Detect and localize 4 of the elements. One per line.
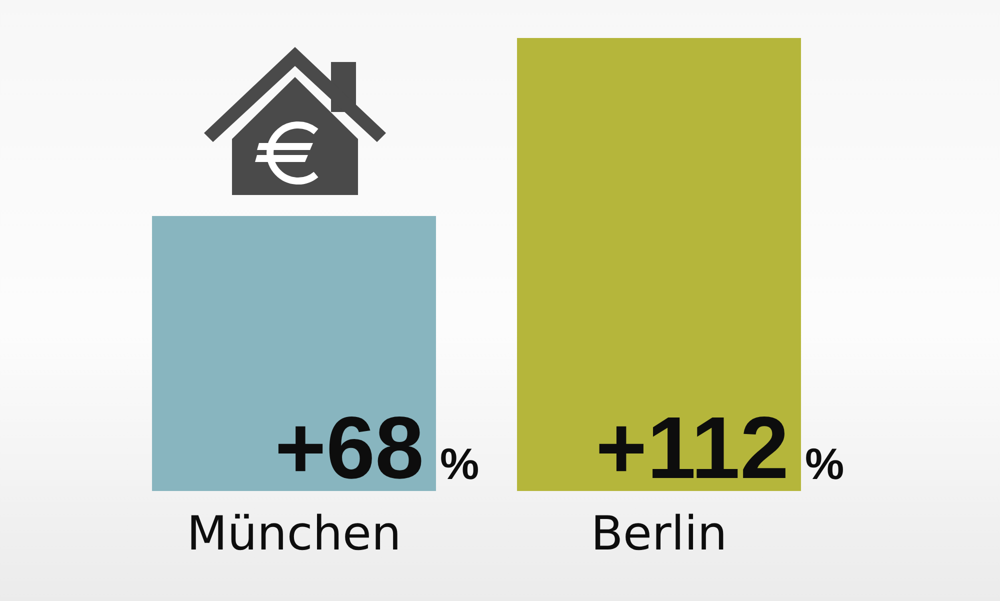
data-label: +68 % (274, 398, 480, 497)
data-label: +112 % (596, 398, 844, 497)
x-tick-label: München (186, 506, 402, 562)
x-tick-label: Berlin (590, 506, 728, 562)
